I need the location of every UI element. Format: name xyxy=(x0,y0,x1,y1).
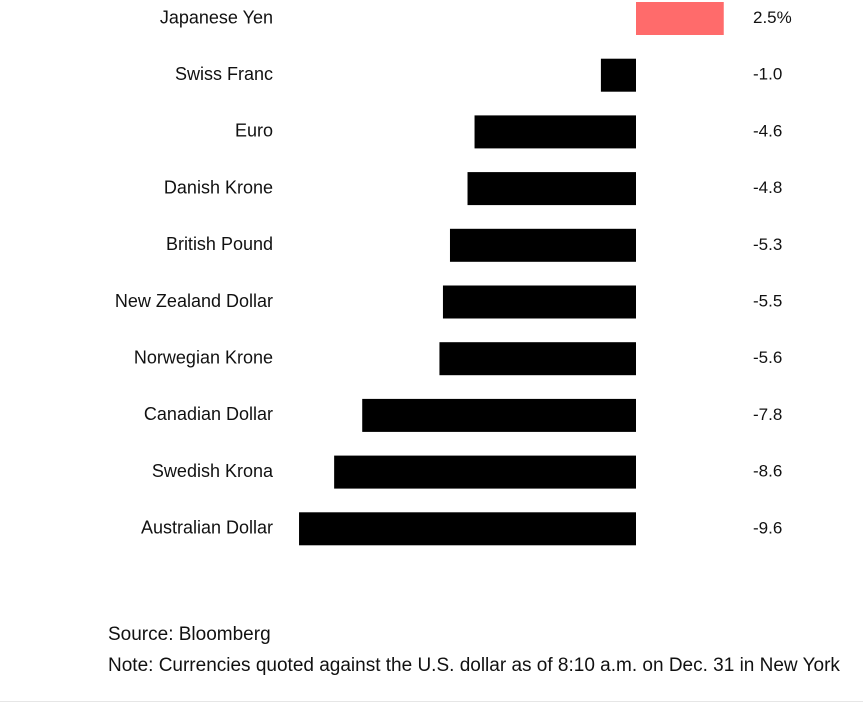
category-label: Euro xyxy=(235,121,273,141)
bar xyxy=(439,342,636,376)
value-label: -1.0 xyxy=(753,65,782,84)
value-label: -4.6 xyxy=(753,121,782,140)
value-label: -9.6 xyxy=(753,518,782,537)
value-label: -8.6 xyxy=(753,462,782,481)
category-label: British Pound xyxy=(166,234,273,254)
category-label: New Zealand Dollar xyxy=(115,291,273,311)
category-label: Japanese Yen xyxy=(160,7,273,27)
bar xyxy=(334,455,636,489)
bar xyxy=(362,398,636,432)
bar xyxy=(636,2,724,35)
source-note: Source: Bloomberg xyxy=(108,624,271,645)
footnote: Note: Currencies quoted against the U.S.… xyxy=(108,655,840,676)
bar xyxy=(449,228,636,262)
bar xyxy=(299,512,636,546)
currency-performance-chart: Japanese Yen 2.5% Swiss Franc -1.0 Euro -4.6 D… xyxy=(115,2,792,546)
bar xyxy=(600,58,636,92)
category-label: Canadian Dollar xyxy=(144,404,273,424)
value-label: -4.8 xyxy=(753,178,782,197)
category-label: Norwegian Krone xyxy=(134,347,273,367)
bar xyxy=(474,115,636,149)
bottom-divider xyxy=(0,701,863,702)
category-label: Danish Krone xyxy=(164,177,273,197)
value-label: -5.3 xyxy=(753,235,782,254)
bar xyxy=(467,172,636,206)
value-label: 2.5% xyxy=(753,8,792,27)
category-label: Australian Dollar xyxy=(141,518,273,538)
value-label: -7.8 xyxy=(753,405,782,424)
bar xyxy=(442,285,636,319)
value-label: -5.5 xyxy=(753,291,782,310)
category-label: Swiss Franc xyxy=(175,64,273,84)
value-label: -5.6 xyxy=(753,348,782,367)
category-label: Swedish Krona xyxy=(152,461,274,481)
